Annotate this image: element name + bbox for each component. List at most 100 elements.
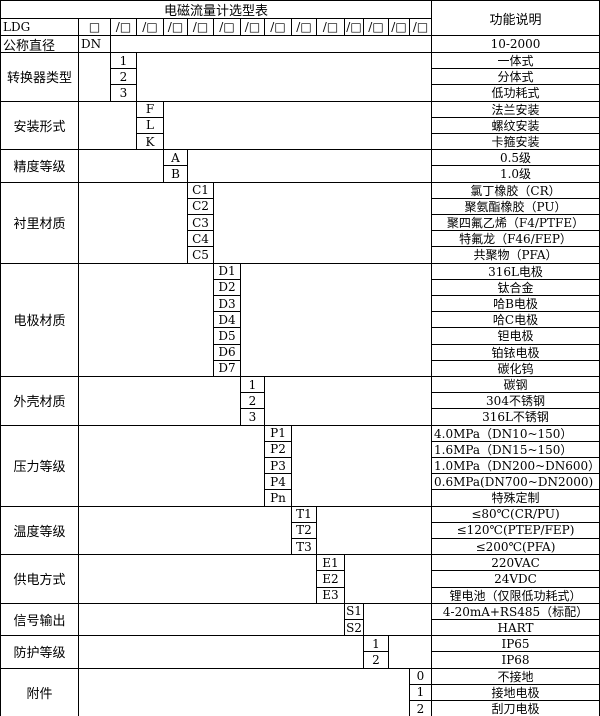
option-code: 2: [363, 651, 389, 669]
option-description: 钛合金: [431, 278, 600, 296]
option-code: C4: [187, 230, 214, 248]
option-code: P2: [264, 440, 292, 458]
blank-cell: [78, 100, 137, 151]
code-slot: /□: [388, 18, 410, 36]
group-label: 防护等级: [0, 635, 79, 669]
code-slot: /□: [264, 18, 292, 36]
option-description: 316L电极: [431, 262, 600, 280]
group-label: 转换器类型: [0, 52, 79, 102]
option-description: 刮刀电极: [431, 700, 600, 716]
blank-cell: [136, 52, 432, 102]
option-code: C3: [187, 214, 214, 232]
option-code: D5: [213, 327, 241, 345]
group-label: 压力等级: [0, 424, 79, 507]
option-description: 碳钢: [431, 376, 600, 394]
blank-cell: [316, 505, 432, 556]
option-description: 哈C电极: [431, 311, 600, 329]
blank-cell: [187, 149, 432, 183]
option-description: 法兰安装: [431, 100, 600, 118]
code-slot: /□: [291, 18, 317, 36]
option-code: P1: [264, 424, 292, 442]
group-label: 精度等级: [0, 149, 79, 183]
option-description: IP65: [431, 635, 600, 653]
option-description: 0.6MPa(DN700~DN2000): [431, 473, 600, 491]
option-description: 1.0级: [431, 165, 600, 183]
option-code: A: [163, 149, 188, 167]
blank-cell: [78, 602, 345, 637]
group-label: 信号输出: [0, 602, 79, 637]
code-slot: /□: [163, 18, 188, 36]
option-code: F: [136, 100, 164, 118]
option-code: D7: [213, 359, 241, 377]
option-description: 分体式: [431, 68, 600, 86]
table-title: 电磁流量计选型表: [0, 0, 432, 19]
option-code: 3: [240, 408, 265, 426]
option-code: E2: [316, 570, 345, 588]
group-label: 温度等级: [0, 505, 79, 556]
blank-cell: [344, 554, 432, 604]
option-code: D3: [213, 295, 241, 313]
option-code: 2: [110, 68, 137, 86]
option-description: 不接地: [431, 667, 600, 685]
blank-cell: [78, 667, 410, 716]
blank-cell: [240, 262, 432, 377]
option-description: 螺纹安装: [431, 116, 600, 134]
option-code: T3: [291, 538, 317, 556]
blank-cell: [78, 424, 265, 507]
option-description: 0.5级: [431, 149, 600, 167]
model-slot: □: [78, 18, 111, 36]
blank-cell: [78, 505, 292, 556]
option-code: T2: [291, 521, 317, 539]
blank-cell: [213, 181, 432, 264]
option-description: ≤200℃(PFA): [431, 538, 600, 556]
option-description: 316L不锈钢: [431, 408, 600, 426]
option-code: 1: [240, 376, 265, 394]
option-description: ≤120℃(PTEP/FEP): [431, 521, 600, 539]
option-description: 氯丁橡胶（CR）: [431, 181, 600, 199]
option-code: B: [163, 165, 188, 183]
option-code: 1: [363, 635, 389, 653]
code-slot: /□: [213, 18, 241, 36]
option-description: 聚四氟乙烯（F4/PTFE）: [431, 214, 600, 232]
option-description: 卡箍安装: [431, 133, 600, 151]
option-code: 2: [240, 392, 265, 410]
option-description: 4-20mA+RS485（标配）: [431, 602, 600, 620]
option-description: 锂电池（仅限低功耗式）: [431, 586, 600, 604]
code-slot: /□: [110, 18, 137, 36]
blank-cell: [110, 35, 432, 53]
option-description: 共聚物（PFA）: [431, 246, 600, 264]
option-description: 一体式: [431, 52, 600, 70]
group-label: 电极材质: [0, 262, 79, 377]
code-slot: /□: [363, 18, 389, 36]
option-code: C1: [187, 181, 214, 199]
option-description: 铂铱电极: [431, 343, 600, 361]
option-code: 1: [110, 52, 137, 70]
option-code: D4: [213, 311, 241, 329]
code-slot: /□: [316, 18, 345, 36]
blank-cell: [78, 635, 364, 669]
option-description: 聚氨酯橡胶（PU）: [431, 197, 600, 215]
option-description: ≤80℃(CR/PU): [431, 505, 600, 523]
option-code: 3: [110, 84, 137, 102]
option-code: C5: [187, 246, 214, 264]
option-description: 钽电极: [431, 327, 600, 345]
model-code: LDG: [0, 18, 79, 36]
blank-cell: [163, 100, 432, 151]
option-code: L: [136, 116, 164, 134]
nominal-diameter-label: 公称直径: [0, 35, 79, 53]
option-code: 1: [409, 683, 432, 701]
option-code: E3: [316, 586, 345, 604]
blank-cell: [78, 181, 188, 264]
blank-cell: [78, 554, 317, 604]
option-description: 接地电极: [431, 683, 600, 701]
blank-cell: [78, 262, 214, 377]
option-code: Pn: [264, 489, 292, 507]
option-description: 低功耗式: [431, 84, 600, 102]
option-code: 0: [409, 667, 432, 685]
group-label: 供电方式: [0, 554, 79, 604]
code-slot: /□: [136, 18, 164, 36]
option-code: D6: [213, 343, 241, 361]
group-label: 外壳材质: [0, 376, 79, 426]
option-code: K: [136, 133, 164, 151]
